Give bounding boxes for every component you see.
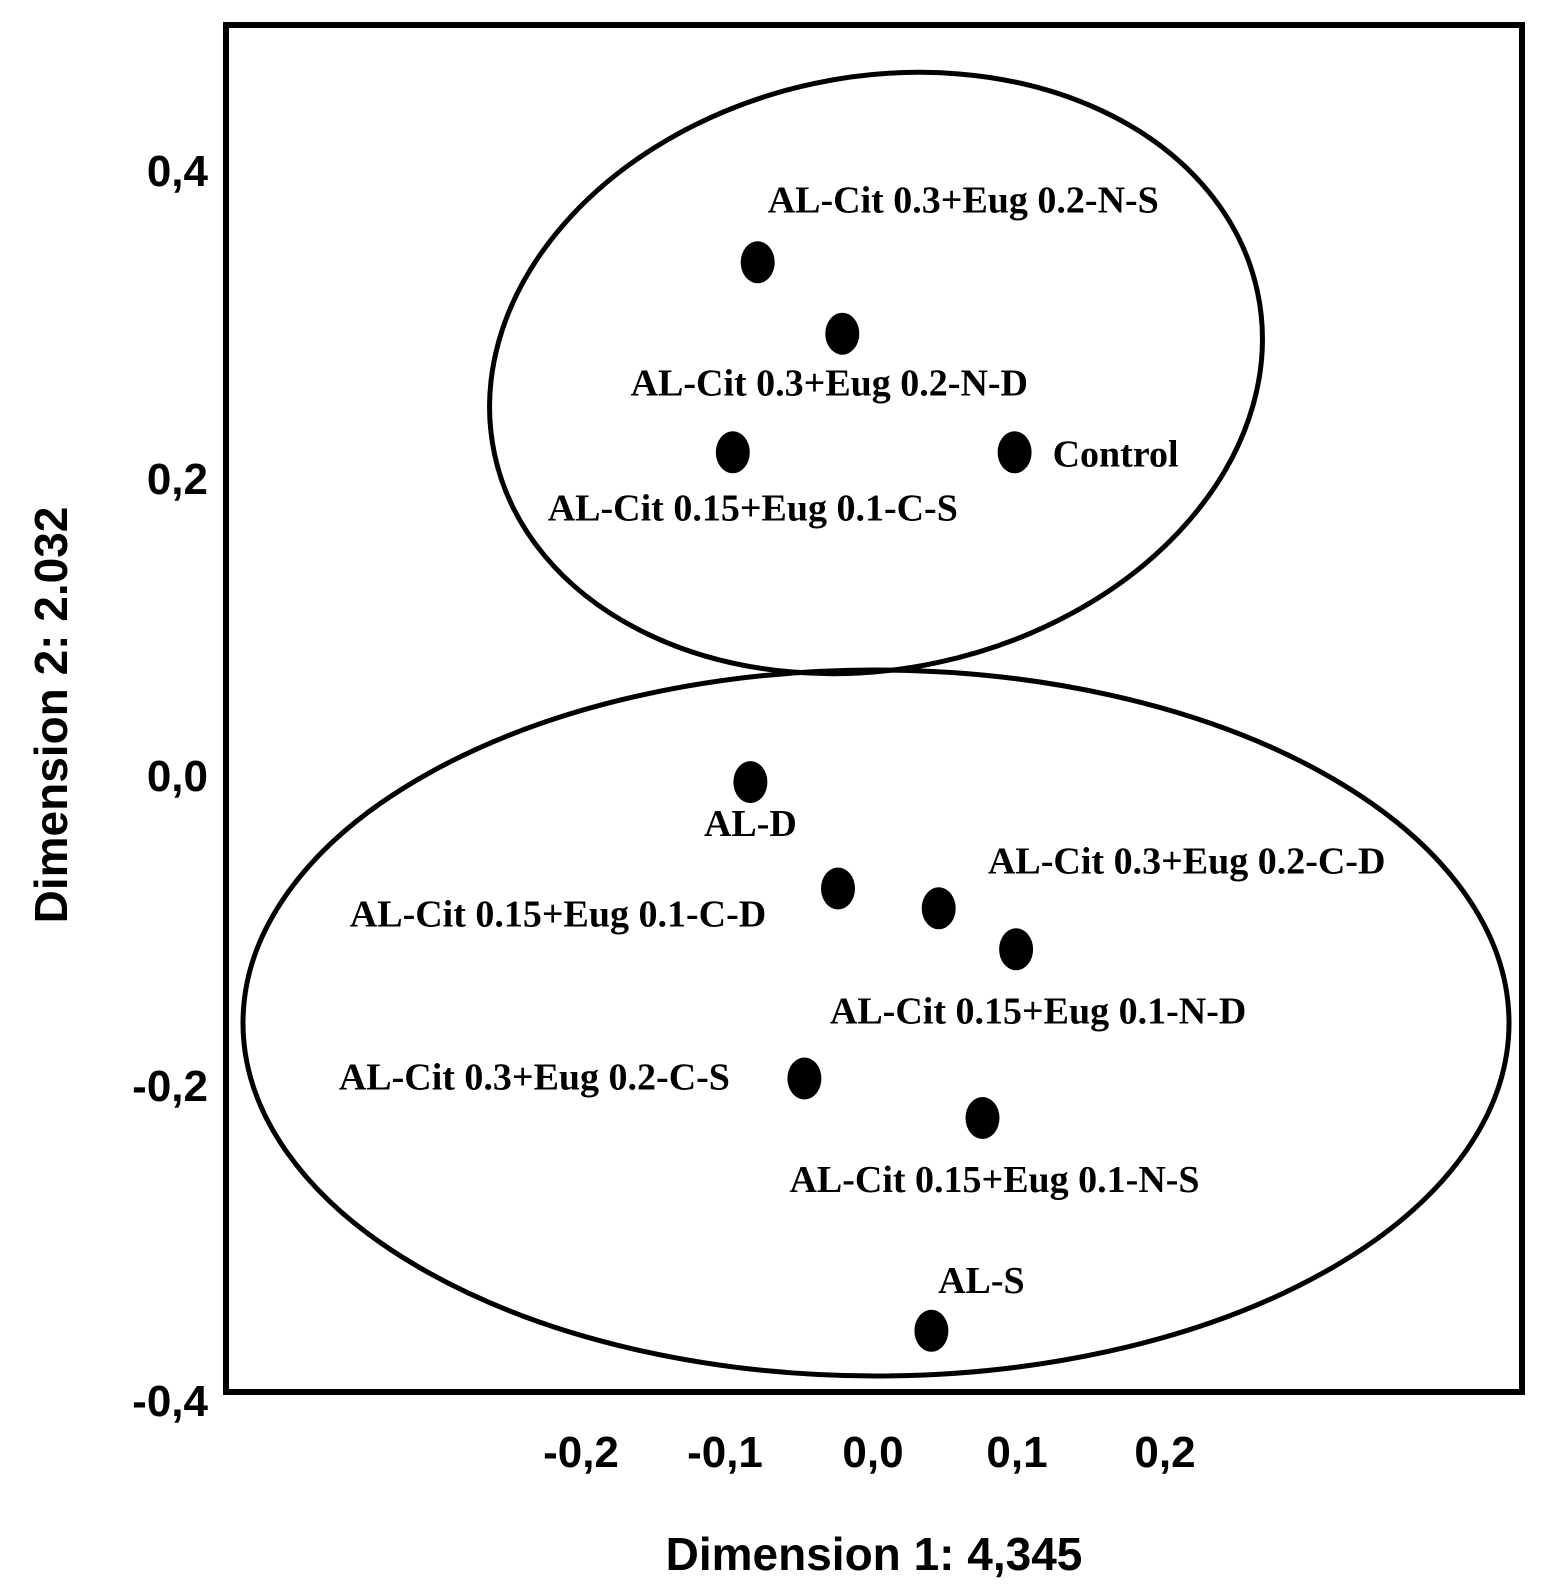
point-marker (965, 1097, 1000, 1139)
point-marker (715, 431, 750, 474)
x-axis-title: Dimension 1: 4,345 (666, 1528, 1083, 1580)
point-label: AL-Cit 0.3+Eug 0.2-C-S (339, 1057, 730, 1099)
plot-frame (223, 22, 1525, 1395)
point-label: AL-Cit 0.15+Eug 0.1-C-S (548, 487, 958, 529)
point-label: AL-Cit 0.3+Eug 0.2-C-D (988, 840, 1385, 882)
data-points: AL-Cit 0.3+Eug 0.2-N-S AL-Cit 0.3+Eug 0.2… (339, 179, 1385, 1352)
data-point: AL-D (704, 761, 797, 845)
point-marker (733, 761, 768, 804)
point-label: AL-Cit 0.15+Eug 0.1-N-D (830, 990, 1246, 1032)
x-tick-label: -0,2 (543, 1428, 619, 1477)
point-marker (921, 887, 956, 930)
point-label: AL-S (938, 1260, 1025, 1302)
y-tick-label: 0,0 (147, 752, 208, 801)
point-marker (787, 1057, 822, 1100)
point-label: AL-D (704, 803, 797, 845)
y-tick-label: 0,4 (147, 147, 209, 196)
data-point: AL-Cit 0.15+Eug 0.1-C-S (548, 431, 958, 529)
y-tick-label: -0,4 (132, 1377, 208, 1426)
point-marker (740, 241, 775, 284)
data-point: AL-Cit 0.3+Eug 0.2-N-S (740, 179, 1159, 284)
data-point: AL-S (914, 1260, 1025, 1352)
y-axis-ticks: 0,4 0,2 0,0 -0,2 -0,4 (132, 147, 208, 1426)
data-point: AL-Cit 0.3+Eug 0.2-C-D (921, 840, 1385, 930)
x-tick-label: 0,2 (1134, 1428, 1195, 1477)
data-point: AL-Cit 0.15+Eug 0.1-N-D (830, 928, 1246, 1032)
point-label: Control (1053, 433, 1179, 475)
x-axis-ticks: -0,2 -0,1 0,0 0,1 0,2 (543, 1428, 1196, 1477)
point-label: AL-Cit 0.3+Eug 0.2-N-D (631, 363, 1028, 405)
point-label: AL-Cit 0.15+Eug 0.1-C-D (350, 894, 766, 936)
y-axis-title: Dimension 2: 2.032 (25, 507, 77, 924)
point-marker (914, 1309, 949, 1352)
upper-cluster-ellipse (487, 69, 1265, 677)
y-tick-label: 0,2 (147, 455, 208, 504)
lower-cluster-ellipse (240, 667, 1512, 1379)
x-tick-label: -0,1 (687, 1428, 763, 1477)
point-marker (999, 928, 1034, 971)
data-point: Control (997, 431, 1179, 475)
point-label: AL-Cit 0.15+Eug 0.1-N-S (789, 1159, 1199, 1201)
point-marker (821, 867, 855, 910)
data-point: AL-Cit 0.15+Eug 0.1-N-S (789, 1097, 1200, 1201)
point-marker (825, 312, 860, 355)
y-tick-label: -0,2 (132, 1062, 208, 1111)
data-point: AL-Cit 0.3+Eug 0.2-C-S (339, 1057, 822, 1100)
data-point: AL-Cit 0.3+Eug 0.2-N-D (631, 312, 1028, 405)
point-marker (997, 431, 1032, 474)
x-tick-label: 0,0 (842, 1428, 903, 1477)
data-point: AL-Cit 0.15+Eug 0.1-C-D (350, 867, 855, 936)
x-tick-label: 0,1 (986, 1428, 1047, 1477)
point-label: AL-Cit 0.3+Eug 0.2-N-S (768, 179, 1159, 221)
